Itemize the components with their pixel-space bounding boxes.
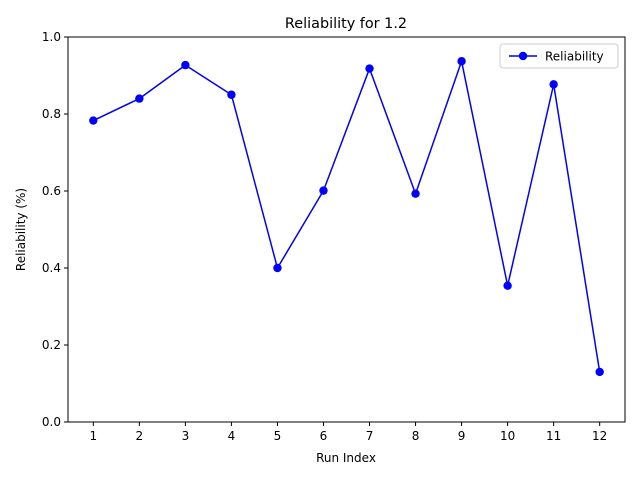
x-axis: 1 2 3 4 5 6 7 8 9 10 11 12 — [89, 422, 607, 443]
plot-frame — [67, 36, 626, 423]
data-point — [549, 80, 558, 89]
x-tick-label: 10 — [500, 429, 515, 443]
data-point — [181, 60, 190, 70]
plot-area — [67, 36, 626, 423]
x-tick-label: 5 — [274, 429, 282, 443]
x-tick-label: 8 — [412, 429, 420, 443]
y-axis-label: Reliability (%) — [14, 188, 28, 271]
x-tick-label: 6 — [320, 429, 328, 443]
data-point — [365, 64, 374, 73]
data-point — [595, 367, 604, 377]
data-point — [457, 57, 466, 66]
x-tick-label: 7 — [366, 429, 374, 443]
chart-title: Reliability for 1.2 — [285, 16, 407, 32]
y-tick-label: 1.0 — [42, 30, 61, 44]
x-tick-label: 9 — [458, 429, 466, 443]
y-axis: 0.0 0.2 0.4 0.6 0.8 1.0 — [42, 30, 68, 429]
x-tick-label: 4 — [228, 429, 236, 443]
y-tick-label: 0.6 — [42, 184, 61, 198]
y-tick-label: 0.0 — [42, 415, 61, 429]
legend: Reliability — [499, 43, 619, 69]
x-axis-label: Run Index — [316, 451, 376, 465]
y-tick-label: 0.4 — [42, 261, 61, 275]
data-point — [273, 263, 282, 273]
x-tick-label: 11 — [546, 429, 561, 443]
series-line — [92, 60, 601, 373]
x-tick-label: 12 — [592, 429, 607, 443]
data-point — [89, 116, 98, 125]
data-point — [411, 189, 420, 198]
legend-label: Reliability — [545, 50, 604, 64]
x-tick-label: 2 — [136, 429, 144, 443]
data-point — [227, 90, 236, 99]
data-point — [319, 186, 328, 195]
data-point — [135, 94, 144, 103]
y-tick-label: 0.2 — [42, 338, 61, 352]
y-tick-label: 0.8 — [42, 107, 61, 121]
legend-marker — [518, 51, 528, 61]
x-tick-label: 1 — [89, 429, 97, 443]
data-point — [503, 281, 512, 290]
x-tick-label: 3 — [182, 429, 190, 443]
legend-box — [499, 43, 619, 69]
